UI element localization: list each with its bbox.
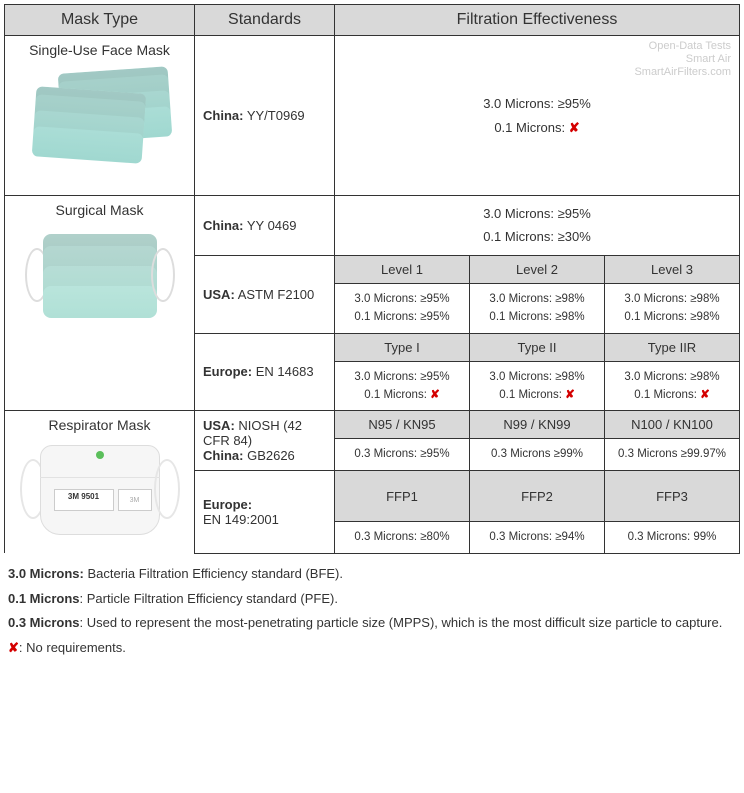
- surgical-eu-standard: Europe: EN 14683: [195, 333, 335, 411]
- surgical-mask-icon: [25, 224, 175, 334]
- single-use-title: Single-Use Face Mask: [13, 42, 186, 58]
- surgical-china-eff: 3.0 Microns: ≥95% 0.1 Microns: ≥30%: [335, 196, 740, 256]
- respirator-usa-china-standard: USA: NIOSH (42 CFR 84) China: GB2626: [195, 411, 335, 470]
- attribution-text: Open-Data Tests Smart Air SmartAirFilter…: [634, 40, 731, 80]
- respirator-title: Respirator Mask: [13, 417, 186, 433]
- header-effectiveness: Filtration Effectiveness: [335, 5, 740, 36]
- single-use-standard: China: YY/T0969: [195, 36, 335, 196]
- row-single-use: Single-Use Face Mask China: YY/T0969 Ope…: [5, 36, 740, 196]
- header-mask-type: Mask Type: [5, 5, 195, 36]
- row-respirator-n-hdr: Respirator Mask 3M 9501 3M USA: NIOSH (4…: [5, 411, 740, 439]
- footnotes: 3.0 Microns: Bacteria Filtration Efficie…: [4, 554, 740, 669]
- row-surgical-china: Surgical Mask China: YY 0469 3.0 Microns…: [5, 196, 740, 256]
- single-use-mask-icon: [30, 64, 170, 164]
- surgical-usa-standard: USA: ASTM F2100: [195, 255, 335, 333]
- surgical-title: Surgical Mask: [13, 202, 186, 218]
- respirator-mask-icon: 3M 9501 3M: [20, 437, 180, 547]
- cross-icon: ✘: [8, 640, 19, 655]
- surgical-china-standard: China: YY 0469: [195, 196, 335, 256]
- header-standards: Standards: [195, 5, 335, 36]
- cross-icon: ✘: [569, 120, 580, 135]
- single-use-effectiveness: Open-Data Tests Smart Air SmartAirFilter…: [335, 36, 740, 196]
- header-row: Mask Type Standards Filtration Effective…: [5, 5, 740, 36]
- mask-comparison-table: Mask Type Standards Filtration Effective…: [4, 4, 740, 554]
- respirator-eu-standard: Europe:EN 149:2001: [195, 470, 335, 553]
